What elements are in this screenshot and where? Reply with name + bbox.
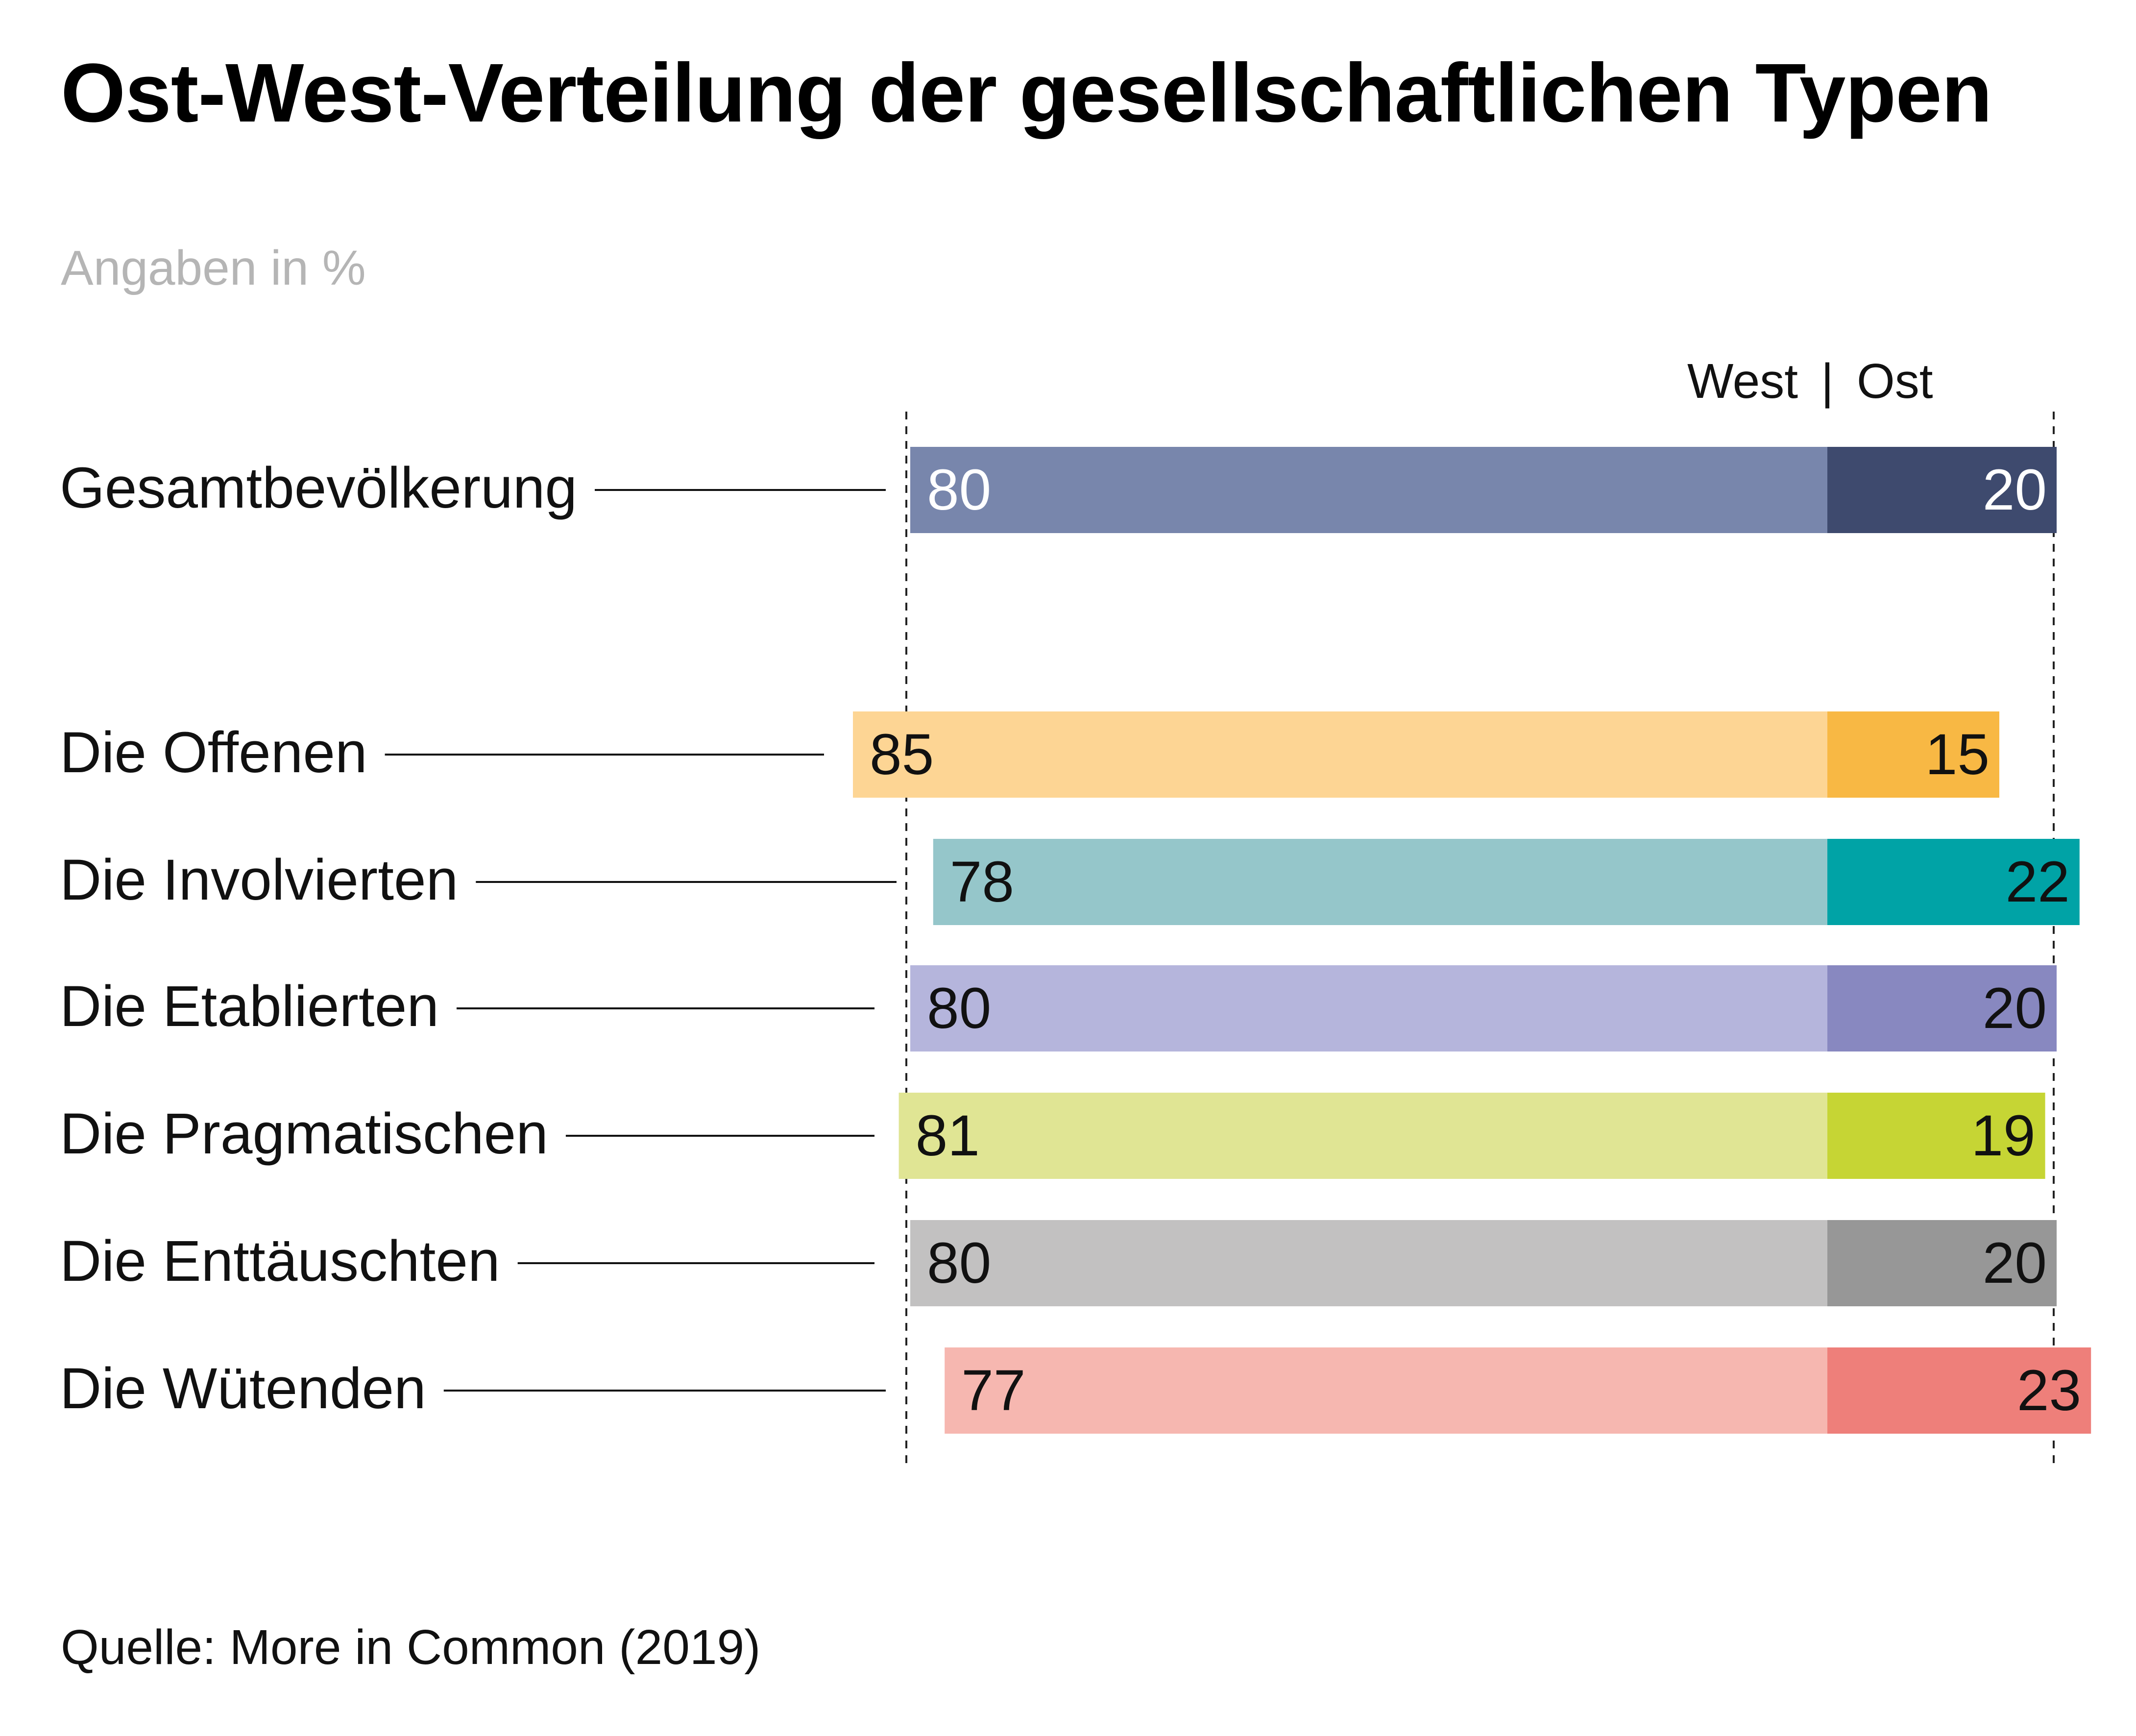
- bars: 80 20 85 15 78 22 80 20 81 19 80 20 77 23: [853, 447, 2091, 1434]
- bar-west: [945, 1347, 1827, 1434]
- bar-west: [910, 965, 1827, 1051]
- bar-west: [933, 839, 1827, 925]
- category-label: Die Enttäuschten: [60, 1229, 500, 1294]
- chart-subtitle: Angaben in %: [61, 241, 366, 295]
- bar-ost: [1827, 1220, 2057, 1306]
- bar-ost: [1827, 711, 1999, 798]
- category-label: Die Pragmatischen: [60, 1101, 548, 1166]
- value-label-ost: 20: [1983, 1231, 2047, 1296]
- value-label-ost: 23: [2017, 1358, 2081, 1423]
- value-label-west: 80: [927, 1231, 991, 1296]
- value-label-west: 85: [870, 722, 934, 787]
- category-label: Die Involvierten: [60, 848, 458, 912]
- value-label-west: 81: [916, 1103, 980, 1168]
- category-label: Gesamtbevölkerung: [60, 456, 577, 520]
- reference-lines: [385, 412, 2055, 1467]
- bar-west: [910, 447, 1827, 533]
- bar-west: [898, 1093, 1827, 1179]
- value-label-west: 80: [927, 458, 991, 522]
- bar-west: [910, 1220, 1827, 1306]
- bar-ost: [1827, 965, 2057, 1051]
- category-label: Die Offenen: [60, 720, 367, 785]
- legend-ost-label: Ost: [1857, 354, 1933, 409]
- value-label-west: 77: [961, 1358, 1025, 1423]
- chart-title: Ost-West-Verteilung der gesellschaftlich…: [61, 47, 1992, 140]
- legend: West | Ost: [1687, 354, 1933, 409]
- bar-ost: [1827, 1347, 2091, 1434]
- value-label-ost: 22: [2006, 850, 2070, 914]
- legend-west-label: West: [1687, 354, 1798, 409]
- category-label: Die Wütenden: [60, 1356, 426, 1421]
- bar-ost: [1827, 839, 2080, 925]
- value-label-ost: 20: [1983, 458, 2047, 522]
- value-label-west: 80: [927, 976, 991, 1041]
- value-label-west: 78: [950, 850, 1014, 914]
- bar-ost: [1827, 447, 2057, 533]
- value-label-ost: 20: [1983, 976, 2047, 1041]
- value-label-ost: 15: [1925, 722, 1990, 787]
- value-label-ost: 19: [1971, 1103, 2035, 1168]
- source-note: Quelle: More in Common (2019): [61, 1620, 761, 1675]
- bar-west: [853, 711, 1827, 798]
- legend-separator: |: [1821, 354, 1834, 409]
- bar-ost: [1827, 1093, 2045, 1179]
- category-label: Die Etablierten: [60, 974, 439, 1039]
- category-labels: Gesamtbevölkerung Die Offenen Die Involvie…: [60, 456, 577, 1421]
